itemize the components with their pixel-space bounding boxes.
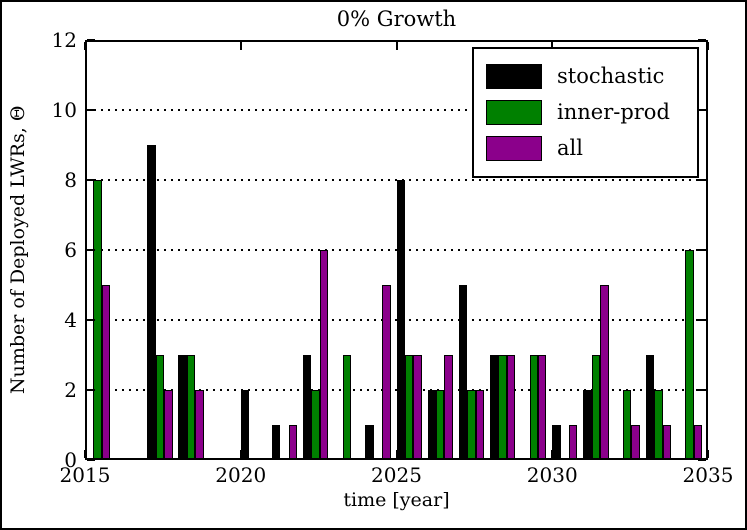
x-tick-2035-top [707, 42, 709, 50]
x-tick-label-2025: 2025 [371, 463, 422, 487]
bar-all-2017 [164, 390, 173, 460]
bar-all-2021 [288, 425, 298, 460]
x-tick-label-2015: 2015 [59, 463, 111, 487]
bar-all-2015 [101, 285, 111, 460]
y-axis-label: Number of Deployed LWRs, Θ [7, 105, 29, 395]
x-tick-2035-bottom [707, 450, 709, 458]
legend-label-all: all [557, 136, 583, 160]
bar-stochastic-2025 [396, 180, 405, 460]
x-tick-2020-bottom [239, 450, 242, 458]
x-tick-2030-bottom [551, 450, 554, 458]
bar-inner-prod-2033 [654, 390, 663, 460]
y-tick-12-right [698, 39, 706, 41]
bar-all-2027 [475, 390, 485, 460]
y-tick-2-right [698, 389, 706, 391]
bar-all-2024 [382, 285, 391, 460]
legend-item-stochastic: stochastic [486, 64, 685, 89]
bar-all-2029 [537, 355, 547, 460]
x-tick-2025-top [395, 42, 398, 50]
y-tick-label-0: 0 [64, 448, 77, 472]
x-tick-2015-top [84, 42, 86, 50]
bar-all-2018 [195, 390, 204, 460]
legend-swatch-stochastic [486, 64, 542, 89]
y-tick-8-left [87, 179, 95, 181]
x-tick-2020-top [239, 42, 242, 50]
bar-stochastic-2017 [147, 145, 156, 460]
y-tick-2-left [87, 389, 95, 391]
legend-label-stochastic: stochastic [557, 64, 665, 88]
legend-item-all: all [486, 136, 685, 161]
y-tick-10-left [87, 109, 95, 111]
bar-stochastic-2020 [240, 390, 250, 460]
x-tick-2015-bottom [84, 450, 86, 458]
legend-item-inner-prod: inner-prod [486, 100, 685, 125]
y-tick-label-12: 12 [51, 28, 77, 52]
y-tick-12-left [87, 39, 95, 41]
bar-stochastic-2021 [271, 425, 281, 460]
bar-stochastic-2030 [552, 425, 561, 460]
bar-inner-prod-2028 [498, 355, 507, 460]
bar-all-2025 [413, 355, 422, 460]
bar-inner-prod-2031 [591, 355, 601, 460]
bar-all-2033 [662, 425, 671, 460]
axis-spine-top [85, 40, 708, 42]
bar-stochastic-2033 [645, 355, 655, 460]
bar-stochastic-2026 [427, 390, 437, 460]
x-tick-label-2020: 2020 [215, 463, 267, 487]
y-tick-10-right [698, 109, 706, 111]
bar-inner-prod-2032 [622, 390, 632, 460]
bar-all-2022 [319, 250, 329, 460]
legend-swatch-inner-prod [486, 100, 542, 125]
chart-title: 0% Growth [336, 7, 457, 31]
bar-inner-prod-2029 [529, 355, 538, 460]
bar-inner-prod-2022 [311, 390, 320, 460]
bar-all-2034 [693, 425, 703, 460]
y-tick-0-right [698, 459, 706, 461]
x-tick-label-2035: 2035 [682, 463, 734, 487]
bar-stochastic-2022 [303, 355, 312, 460]
bar-inner-prod-2027 [467, 390, 476, 460]
y-tick-4-left [87, 319, 95, 321]
bar-stochastic-2024 [365, 425, 374, 460]
legend-swatch-all [486, 136, 542, 161]
bar-inner-prod-2017 [155, 355, 165, 460]
bar-all-2030 [569, 425, 578, 460]
y-tick-6-left [87, 249, 95, 251]
legend: stochastic inner-prod all [472, 47, 699, 178]
gridline-y10 [87, 109, 706, 111]
y-tick-label-8: 8 [64, 168, 77, 192]
x-tick-label-2030: 2030 [526, 463, 578, 487]
axis-spine-bottom [85, 458, 708, 460]
bar-all-2028 [506, 355, 516, 460]
bar-all-2031 [600, 285, 609, 460]
y-tick-label-2: 2 [64, 378, 77, 402]
axis-spine-left [85, 40, 87, 460]
y-tick-4-right [698, 319, 706, 321]
bar-inner-prod-2023 [342, 355, 352, 460]
x-tick-2025-bottom [395, 450, 398, 458]
bar-stochastic-2027 [458, 285, 468, 460]
y-tick-0-left [87, 459, 95, 461]
bar-stochastic-2028 [489, 355, 499, 460]
axis-spine-right [706, 40, 708, 460]
legend-label-inner-prod: inner-prod [557, 100, 670, 124]
bar-all-2026 [444, 355, 453, 460]
bar-stochastic-2018 [178, 355, 187, 460]
bar-inner-prod-2018 [186, 355, 196, 460]
y-tick-label-4: 4 [64, 308, 77, 332]
y-tick-label-6: 6 [64, 238, 77, 262]
x-axis-label: time [year] [343, 489, 450, 511]
plot-area [84, 39, 709, 461]
bar-stochastic-2031 [583, 390, 592, 460]
bar-inner-prod-2025 [404, 355, 414, 460]
y-tick-8-right [698, 179, 706, 181]
x-tick-2030-top [551, 42, 554, 50]
y-tick-6-right [698, 249, 706, 251]
bar-inner-prod-2034 [685, 250, 694, 460]
y-tick-label-10: 10 [51, 98, 77, 122]
bar-inner-prod-2026 [436, 390, 445, 460]
bar-all-2032 [631, 425, 640, 460]
